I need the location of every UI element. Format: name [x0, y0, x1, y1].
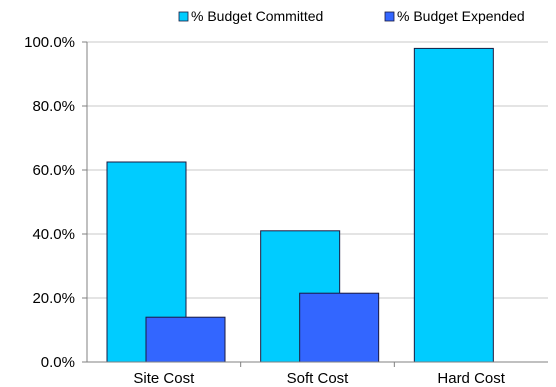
legend: % Budget Committed % Budget Expended: [178, 8, 525, 24]
legend-swatch: [384, 11, 395, 22]
bars: [106, 47, 494, 363]
y-tick-label: 60.0%: [32, 162, 75, 179]
legend-swatch: [178, 11, 189, 22]
legend-label: % Budget Committed: [191, 8, 323, 24]
legend-label: % Budget Expended: [397, 8, 525, 24]
y-tick-label: 20.0%: [32, 290, 75, 307]
axis-labels: 0.0% 20.0% 40.0% 60.0% 80.0% 100.0% Site Cost S…: [24, 34, 506, 387]
y-tick-label: 40.0%: [32, 226, 75, 243]
bar-expended-site-cost: [145, 316, 226, 363]
axes: [82, 41, 548, 367]
x-category-label: Site Cost: [133, 370, 195, 387]
y-tick-label: 100.0%: [24, 34, 75, 51]
bar-committed-hard-cost: [413, 47, 494, 363]
y-tick-label: 0.0%: [41, 354, 75, 371]
x-category-label: Hard Cost: [437, 370, 505, 387]
y-tick-label: 80.0%: [32, 98, 75, 115]
x-category-label: Soft Cost: [287, 370, 350, 387]
bar-expended-soft-cost: [299, 292, 380, 363]
